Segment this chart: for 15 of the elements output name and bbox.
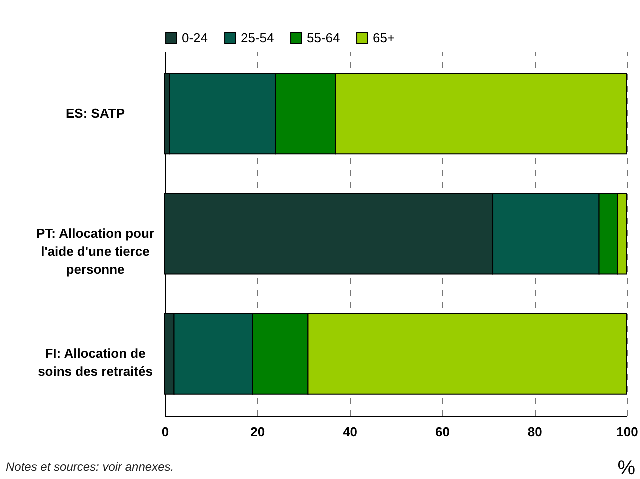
legend-label: 65+ bbox=[373, 30, 396, 46]
x-tick-label: 40 bbox=[343, 424, 358, 440]
legend-label: 25-54 bbox=[241, 30, 274, 46]
text: Notes et sources: voir annexes. bbox=[6, 460, 174, 474]
x-tick-label: 100 bbox=[616, 424, 638, 440]
legend-label: 55-64 bbox=[307, 30, 340, 46]
y-tick-label: ES: SATP bbox=[66, 106, 126, 121]
x-tick-label: 80 bbox=[528, 424, 542, 440]
x-axis-title: % bbox=[618, 458, 636, 479]
x-tick-label: 60 bbox=[435, 424, 450, 440]
x-tick-label: 20 bbox=[250, 424, 266, 440]
legend-label: 0-24 bbox=[182, 30, 208, 46]
y-tick-label: PT: Allocation pour l'aide d'une tierce personne bbox=[36, 226, 154, 277]
y-tick-label: FI: Allocation de soins des retraités bbox=[38, 346, 153, 380]
x-tick-label: 0 bbox=[162, 424, 170, 440]
